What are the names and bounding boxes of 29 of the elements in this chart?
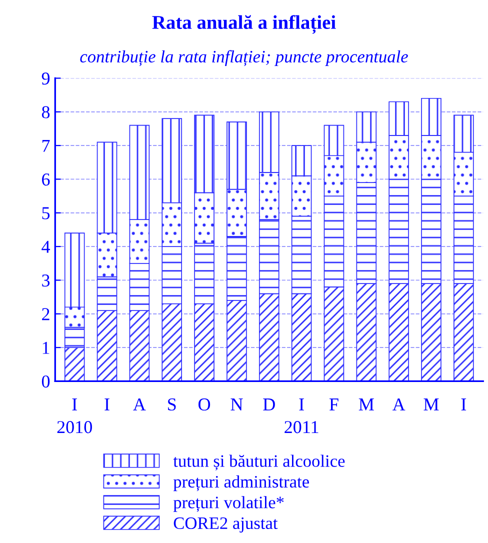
x-tick-label: D [263, 398, 275, 410]
x-tick-label: M [358, 398, 374, 410]
legend-label: tutun și băuturi alcoolice [173, 454, 345, 470]
legend-label: prețuri administrate [173, 475, 309, 492]
x-tick-label: I 2011 [284, 398, 318, 434]
x-tick-label: I [461, 398, 466, 410]
y-tick-label: 8 [42, 106, 50, 118]
y-tick-label: 9 [42, 72, 50, 85]
y-tick-label: 1 [42, 342, 50, 354]
chart-title: Rata anuală a inflației [152, 15, 336, 34]
x-tick-label: F [329, 398, 338, 410]
y-tick-label: 2 [42, 308, 50, 320]
y-tick-label: 3 [42, 274, 50, 287]
legend-label: CORE2 ajustat [174, 517, 278, 533]
x-tick-label: M [424, 398, 439, 410]
chart-subtitle: contribuție la rata inflației; puncte procentuale [80, 50, 408, 66]
y-tick-label: 6 [42, 174, 50, 186]
x-tick-label: A [133, 398, 146, 410]
y-tick-label: 7 [42, 140, 50, 152]
legend-label: prețuri volatile* [173, 496, 284, 512]
x-tick-label: O [198, 398, 210, 411]
x-tick-label: A [392, 398, 406, 410]
y-tick-label: 5 [42, 207, 50, 220]
x-tick-label: I [104, 398, 110, 410]
x-tick-label: I 2010 [57, 398, 92, 434]
x-tick-label: N [230, 398, 243, 410]
x-tick-label: S [168, 398, 176, 411]
y-tick-label: 0 [42, 375, 50, 388]
y-tick-label: 4 [42, 240, 50, 253]
